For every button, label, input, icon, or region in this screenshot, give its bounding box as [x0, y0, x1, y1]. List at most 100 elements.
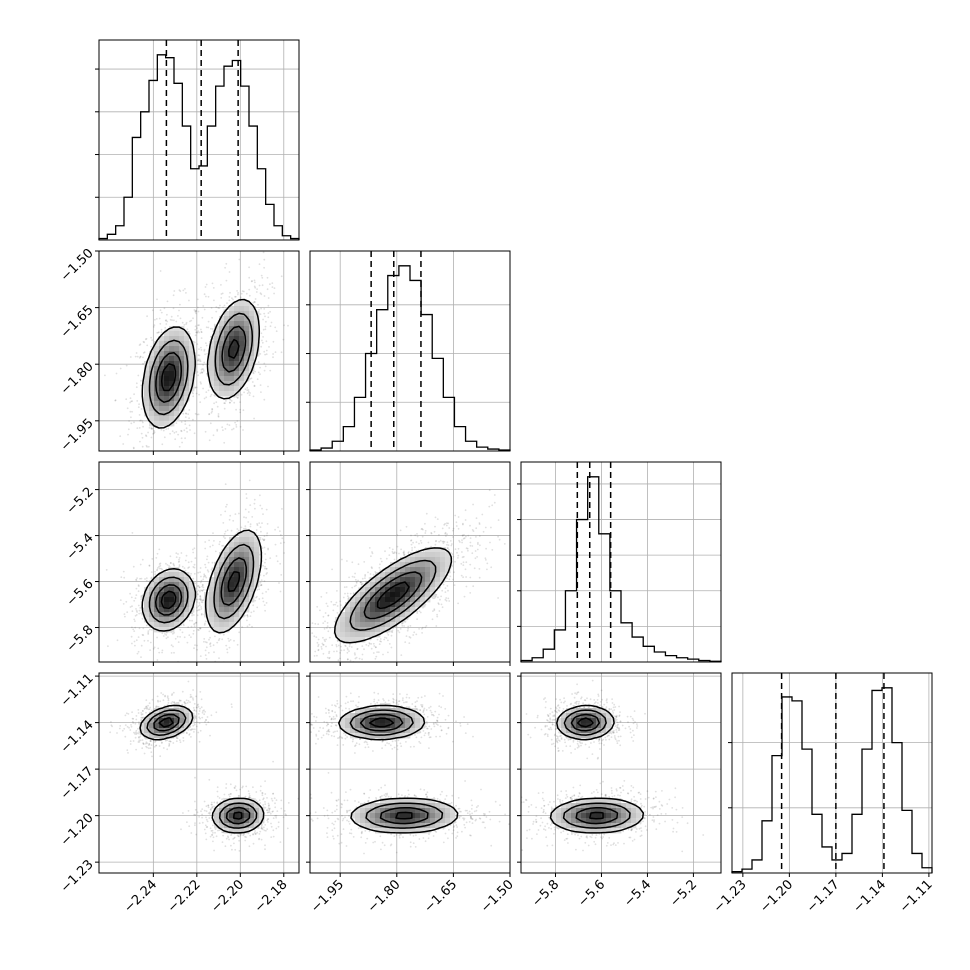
scatter-point [432, 610, 434, 612]
scatter-point [186, 641, 189, 644]
scatter-point [421, 626, 424, 629]
density-cell [219, 627, 225, 633]
scatter-point [203, 574, 206, 577]
density-cell [209, 351, 215, 357]
scatter-point [217, 415, 220, 417]
scatter-point [193, 625, 196, 628]
scatter-point [136, 652, 139, 655]
scatter-point [213, 402, 216, 405]
density-cell [149, 361, 155, 367]
scatter-point [208, 413, 210, 416]
density-cell [234, 381, 240, 387]
scatter-point [461, 556, 464, 559]
scatter-point [154, 573, 157, 576]
scatter-point [222, 633, 225, 636]
scatter-point [187, 413, 190, 416]
scatter-point [391, 550, 394, 553]
density-cell [234, 537, 240, 543]
density-cell [224, 627, 230, 633]
scatter-point [339, 600, 342, 603]
density-cell [249, 306, 255, 312]
scatter-point [424, 522, 426, 525]
density-cell [209, 356, 215, 362]
scatter-point [268, 346, 270, 348]
scatter-point [129, 397, 132, 400]
scatter-point [235, 426, 238, 428]
scatter-point [235, 408, 238, 411]
density-cell [174, 341, 180, 347]
scatter-point [465, 576, 467, 578]
scatter-point [279, 562, 282, 565]
density-cell [254, 572, 260, 578]
scatter-point [283, 541, 286, 544]
density-cell [144, 411, 150, 417]
scatter-point [444, 532, 447, 535]
scatter-point [253, 279, 256, 282]
density-cell [234, 592, 240, 598]
scatter-point [292, 640, 294, 642]
scatter-point [330, 665, 332, 667]
density-cell [239, 607, 245, 613]
density-cell [174, 406, 180, 412]
scatter-point [172, 632, 174, 635]
density-cell [144, 386, 150, 392]
scatter-point [361, 653, 364, 656]
scatter-point [352, 592, 355, 594]
scatter-point [259, 384, 262, 386]
scatter-point [202, 664, 204, 666]
scatter-point [265, 320, 267, 323]
scatter-point [393, 552, 396, 555]
scatter-point [477, 543, 479, 545]
scatter-point [130, 422, 133, 425]
scatter-point [172, 562, 175, 565]
scatter-point [157, 455, 159, 457]
scatter-point [345, 586, 348, 588]
scatter-point [161, 568, 164, 571]
density-cell [144, 406, 150, 412]
scatter-point [191, 614, 194, 617]
scatter-point [142, 340, 145, 343]
scatter-point [311, 622, 314, 624]
scatter-point [220, 514, 222, 516]
scatter-point [188, 299, 190, 302]
density-cell [179, 602, 185, 608]
scatter-point [209, 645, 212, 648]
scatter-point [158, 651, 161, 654]
scatter-point [195, 331, 197, 334]
scatter-point [472, 530, 475, 532]
scatter-point [177, 553, 179, 555]
scatter-point [469, 541, 472, 544]
scatter-point [138, 627, 141, 630]
scatter-point [229, 514, 232, 517]
scatter-point [225, 459, 227, 461]
scatter-point [166, 320, 169, 323]
scatter-point [316, 654, 318, 657]
density-cell [174, 396, 180, 402]
scatter-point [197, 310, 200, 313]
scatter-point [263, 398, 266, 401]
scatter-point [331, 568, 333, 571]
scatter-point [132, 628, 135, 631]
density-cell [249, 537, 255, 543]
scatter-point [397, 629, 400, 632]
density-cell [209, 617, 215, 623]
scatter-point [248, 479, 251, 482]
density-cell [169, 326, 175, 332]
scatter-point [201, 316, 204, 319]
density-cell [244, 331, 250, 337]
density-cell [154, 396, 160, 402]
density-cell [179, 607, 185, 613]
scatter-point [172, 307, 175, 310]
scatter-point [134, 620, 136, 622]
density-cell [229, 366, 235, 372]
density-cell [144, 391, 150, 397]
scatter-point [145, 337, 148, 340]
scatter-point [196, 585, 199, 587]
scatter-point [452, 527, 455, 530]
scatter-point [184, 437, 187, 440]
scatter-point [205, 283, 208, 286]
scatter-point [141, 436, 144, 439]
scatter-point [318, 670, 320, 672]
scatter-point [199, 372, 202, 375]
scatter-point [184, 288, 186, 290]
